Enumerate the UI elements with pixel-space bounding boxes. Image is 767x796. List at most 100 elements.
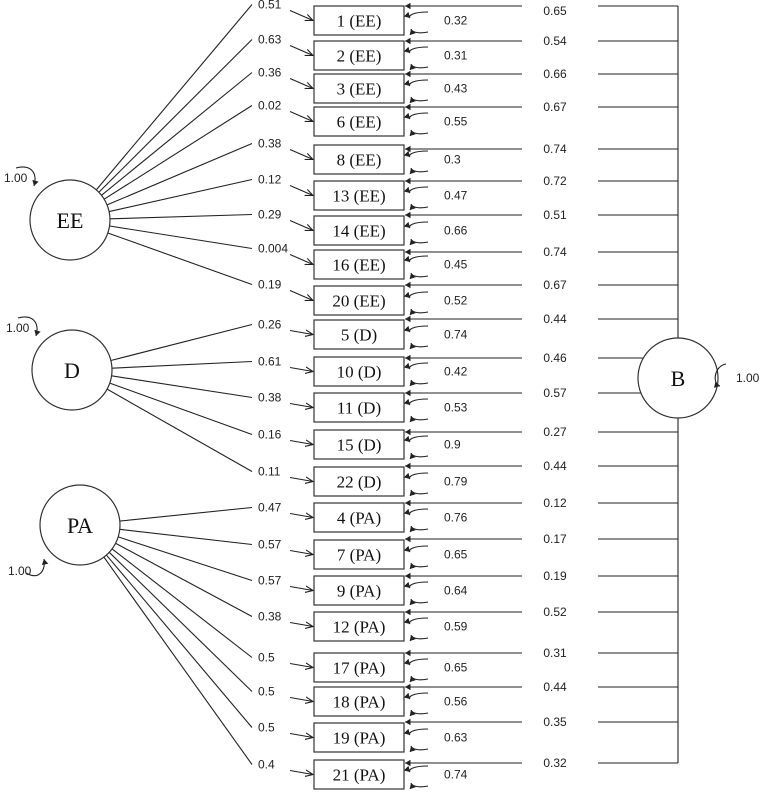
b-loading-label: 0.72	[543, 174, 567, 188]
error-variance-label: 0.56	[444, 695, 468, 709]
indicator-label: 22 (D)	[337, 473, 382, 492]
indicator-label: 15 (D)	[337, 436, 382, 455]
indicator-box	[313, 40, 405, 71]
loading-arrow	[289, 664, 313, 668]
error-variance-label: 0.32	[444, 14, 468, 28]
error-loop-icon	[409, 308, 429, 316]
loading-path	[110, 323, 253, 362]
loading-path	[119, 528, 253, 546]
error-variance-label: 0.3	[444, 153, 461, 167]
error-loop-icon	[409, 167, 429, 175]
variance-loop-icon	[713, 363, 727, 388]
loading-arrow	[289, 289, 313, 301]
error-loop-icon	[409, 342, 429, 350]
loading-arrow	[289, 110, 313, 122]
b-loading-label: 0.44	[543, 459, 567, 473]
loading-arrow	[289, 771, 313, 775]
loading-arrow	[289, 184, 313, 196]
variance-loop-icon	[15, 166, 39, 187]
latent-ee	[29, 179, 111, 261]
indicator-label: 1 (EE)	[337, 12, 382, 31]
latent-d	[31, 329, 113, 411]
b-loading-label: 0.31	[543, 646, 567, 660]
error-loop-icon	[409, 379, 429, 387]
indicator-label: 12 (PA)	[333, 618, 386, 637]
error-loop-icon	[409, 96, 429, 104]
indicator-box	[313, 106, 405, 137]
error-variance-label: 0.31	[444, 49, 468, 63]
error-loop-icon	[409, 203, 429, 211]
loading-label: 0.16	[258, 428, 282, 442]
indicator-box	[313, 144, 405, 175]
error-loop-icon	[403, 545, 429, 553]
loading-path	[118, 536, 253, 582]
loading-arrow	[289, 551, 313, 555]
loading-label: 0.63	[258, 33, 282, 47]
loading-arrow	[289, 44, 313, 56]
indicator-box	[313, 356, 405, 387]
b-loading-label: 0.19	[543, 569, 567, 583]
indicator-label: 14 (EE)	[332, 222, 385, 241]
error-variance-label: 0.55	[444, 115, 468, 129]
loading-label: 0.26	[258, 318, 282, 332]
b-loading-label: 0.66	[543, 67, 567, 81]
error-loop-icon	[403, 79, 429, 87]
loading-path	[109, 213, 253, 220]
latent-label: EE	[57, 208, 84, 233]
indicator-label: 18 (PA)	[333, 693, 386, 712]
error-variance-label: 0.63	[444, 731, 468, 745]
error-loop-icon	[403, 150, 429, 158]
b-loading-label: 0.74	[543, 142, 567, 156]
error-variance-label: 0.74	[444, 768, 468, 782]
b-loading-label: 0.35	[543, 715, 567, 729]
indicator-label: 8 (EE)	[337, 151, 382, 170]
indicator-box	[313, 180, 405, 211]
loading-label: 0.29	[258, 208, 282, 222]
error-variance-label: 0.43	[444, 82, 468, 96]
loading-path	[106, 388, 253, 472]
loading-path	[103, 556, 253, 765]
latent-label: D	[64, 358, 80, 383]
loading-arrow	[289, 148, 313, 160]
loading-arrow	[289, 587, 313, 591]
error-loop-icon	[409, 238, 429, 246]
indicator-box	[313, 539, 405, 570]
indicator-box	[313, 722, 405, 753]
error-loop-icon	[403, 46, 429, 54]
error-loop-icon	[403, 658, 429, 666]
loading-label: 0.38	[258, 137, 282, 151]
indicator-label: 17 (PA)	[333, 659, 386, 678]
indicator-label: 3 (EE)	[337, 80, 382, 99]
loading-label: 0.5	[258, 685, 275, 699]
indicator-label: 11 (D)	[337, 399, 381, 418]
indicator-label: 2 (EE)	[337, 47, 382, 66]
variance-label: 1.00	[736, 371, 760, 385]
loading-path	[98, 39, 253, 193]
error-loop-icon	[403, 581, 429, 589]
error-variance-label: 0.64	[444, 584, 468, 598]
indicator-box	[313, 215, 405, 246]
loading-arrow	[289, 331, 313, 335]
loading-label: 0.61	[258, 355, 282, 369]
loading-label: 0.5	[258, 721, 275, 735]
error-loop-icon	[409, 745, 429, 753]
b-loading-label: 0.12	[543, 496, 567, 510]
indicator-box	[313, 611, 405, 642]
error-loop-icon	[409, 129, 429, 137]
loading-arrow	[289, 623, 313, 627]
error-loop-icon	[403, 255, 429, 263]
error-loop-icon	[409, 598, 429, 606]
b-loading-label: 0.44	[543, 680, 567, 694]
error-loop-icon	[409, 63, 429, 71]
loading-path	[105, 554, 253, 728]
indicator-box	[313, 392, 405, 423]
b-loading-label: 0.46	[543, 351, 567, 365]
indicator-label: 5 (D)	[341, 326, 377, 345]
loading-arrow	[289, 77, 313, 89]
loading-arrow	[289, 698, 313, 702]
latent-pa	[39, 484, 121, 566]
indicator-label: 16 (EE)	[332, 256, 385, 275]
error-variance-label: 0.47	[444, 189, 468, 203]
loading-path	[109, 225, 253, 250]
error-loop-icon	[409, 452, 429, 460]
